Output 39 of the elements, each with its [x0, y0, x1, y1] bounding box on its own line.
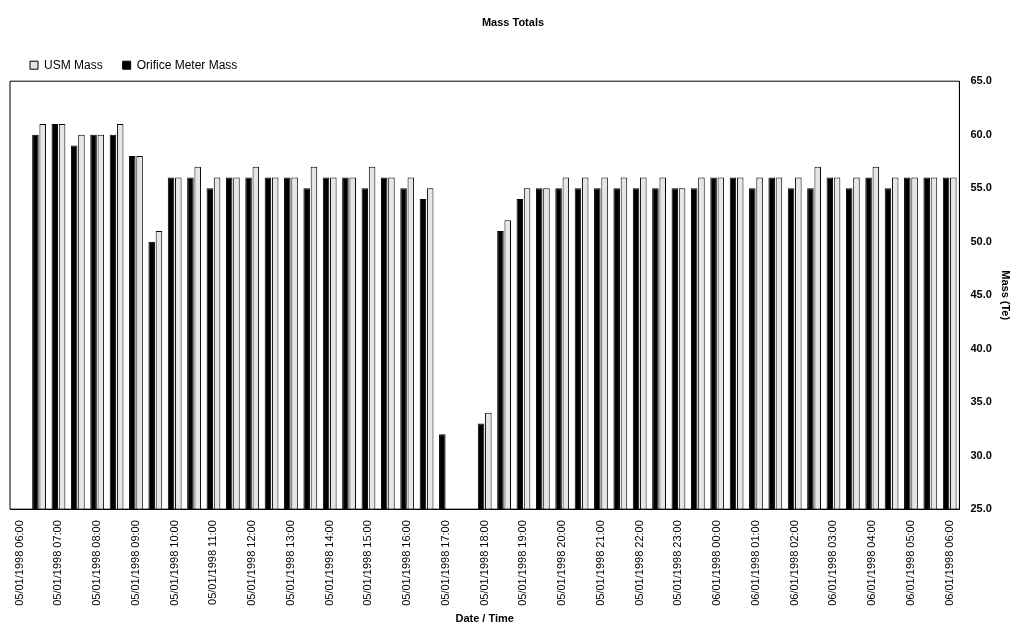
- x-tick-label: 05/01/1998 07:00: [51, 520, 64, 606]
- y-tick-label: 60.0: [970, 127, 992, 140]
- y-tick-label: 40.0: [970, 341, 992, 354]
- x-tick-label: 05/01/1998 10:00: [167, 520, 180, 606]
- y-tick-label: 45.0: [970, 288, 992, 301]
- x-tick-label: 06/01/1998 03:00: [826, 520, 839, 606]
- x-tick-label: 06/01/1998 05:00: [903, 520, 916, 606]
- x-tick-label: 06/01/1998 00:00: [710, 520, 723, 606]
- x-tick-label: 05/01/1998 08:00: [90, 520, 103, 606]
- y-tick-label: 65.0: [970, 74, 992, 87]
- x-tick-label: 05/01/1998 22:00: [632, 520, 645, 606]
- x-tick-label: 05/01/1998 12:00: [245, 520, 258, 606]
- x-axis-title: Date / Time: [455, 612, 514, 625]
- y-tick-label: 35.0: [970, 395, 992, 408]
- x-tick-label: 05/01/1998 17:00: [438, 520, 451, 606]
- x-tick-label: 05/01/1998 16:00: [400, 520, 413, 606]
- x-tick-label: 05/01/1998 13:00: [283, 520, 296, 606]
- x-tick-label: 05/01/1998 21:00: [593, 520, 606, 606]
- legend-label: USM Mass: [44, 57, 103, 72]
- x-tick-label: 05/01/1998 23:00: [671, 520, 684, 606]
- y-tick-label: 55.0: [970, 181, 992, 194]
- x-tick-label: 05/01/1998 11:00: [206, 520, 219, 605]
- x-tick-label: 05/01/1998 15:00: [361, 520, 374, 606]
- y-tick-label: 50.0: [970, 234, 992, 247]
- x-tick-label: 05/01/1998 20:00: [555, 520, 568, 606]
- x-tick-label: 05/01/1998 18:00: [477, 520, 490, 606]
- legend-label: Orifice Meter Mass: [136, 57, 238, 72]
- x-tick-label: 06/01/1998 06:00: [942, 520, 955, 606]
- y-axis-title: Mass (Te): [1000, 270, 1013, 321]
- x-tick-label: 05/01/1998 06:00: [12, 520, 25, 606]
- y-tick-label: 30.0: [970, 448, 992, 461]
- x-tick-label: 06/01/1998 01:00: [748, 520, 761, 606]
- x-tick-label: 05/01/1998 09:00: [128, 520, 141, 606]
- chart-title: Mass Totals: [481, 15, 545, 28]
- x-tick-label: 05/01/1998 14:00: [322, 520, 335, 606]
- x-tick-label: 06/01/1998 02:00: [787, 520, 800, 606]
- y-tick-label: 25.0: [970, 502, 992, 515]
- x-tick-label: 06/01/1998 04:00: [865, 520, 878, 606]
- x-tick-label: 05/01/1998 19:00: [516, 520, 529, 606]
